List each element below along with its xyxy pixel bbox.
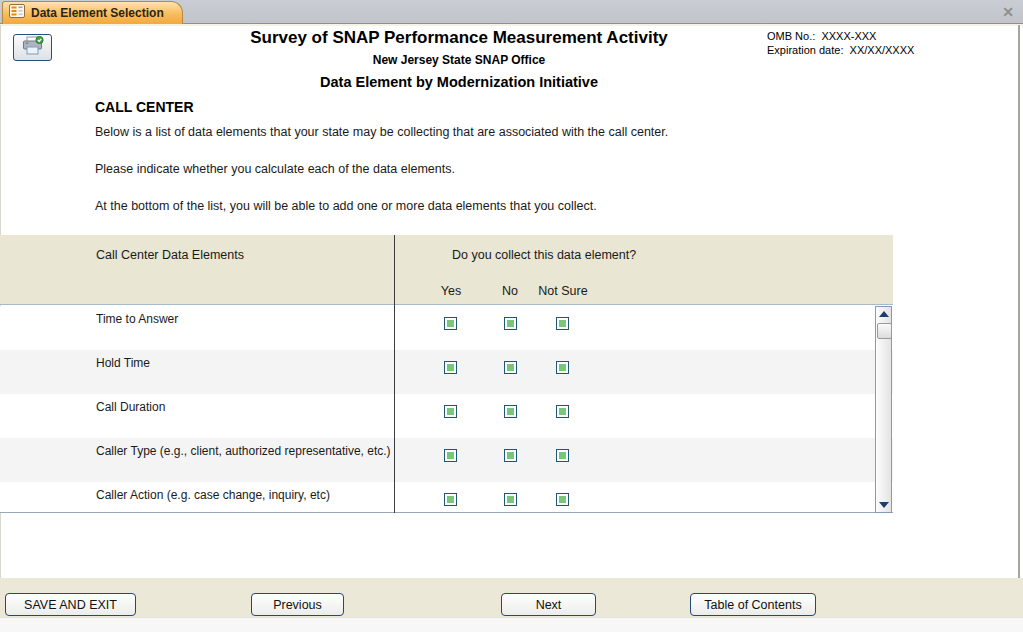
checkbox-fill (447, 320, 454, 327)
previous-button[interactable]: Previous (251, 593, 344, 616)
option-label-not-sure: Not Sure (530, 284, 596, 298)
table-header: Call Center Data Elements Do you collect… (0, 235, 893, 305)
checkbox-fill (447, 452, 454, 459)
option-label-no: No (490, 284, 530, 298)
column-header-elements: Call Center Data Elements (96, 248, 244, 262)
checkbox-no[interactable] (504, 405, 517, 418)
table-row: Hold Time (0, 350, 893, 394)
checkbox-yes[interactable] (444, 317, 457, 330)
instruction-paragraph: Please indicate whether you calculate ea… (95, 161, 710, 178)
tab-bar: Data Element Selection ✕ (0, 0, 1023, 24)
instructions-block: CALL CENTER Below is a list of data elem… (95, 99, 710, 235)
window-right-edge (1018, 25, 1020, 632)
button-bar: SAVE AND EXIT Previous Next Table of Con… (0, 578, 1023, 617)
checkbox-not-sure[interactable] (556, 405, 569, 418)
form-icon (9, 4, 25, 22)
checkbox-yes[interactable] (444, 493, 457, 506)
scroll-up-icon[interactable] (879, 311, 889, 317)
tab-data-element-selection[interactable]: Data Element Selection (2, 1, 183, 24)
omb-number-line: OMB No.: XXXX-XXX (767, 29, 914, 43)
expiration-line: Expiration date: XX/XX/XXXX (767, 43, 914, 57)
checkbox-not-sure[interactable] (556, 317, 569, 330)
data-element-label: Call Duration (96, 400, 165, 414)
checkbox-fill (559, 320, 566, 327)
checkbox-fill (447, 496, 454, 503)
checkbox-fill (447, 364, 454, 371)
checkbox-not-sure[interactable] (556, 361, 569, 374)
scrollbar-thumb[interactable] (877, 323, 892, 339)
checkbox-fill (559, 408, 566, 415)
option-label-yes: Yes (430, 284, 472, 298)
scroll-down-icon[interactable] (879, 502, 889, 508)
data-element-label: Time to Answer (96, 312, 178, 326)
table-row: Call Duration (0, 394, 893, 438)
checkbox-fill (559, 496, 566, 503)
table-row: Time to Answer (0, 306, 893, 350)
data-element-label: Caller Type (e.g., client, authorized re… (96, 444, 391, 458)
table-row: Caller Action (e.g. case change, inquiry… (0, 482, 893, 513)
data-element-label: Hold Time (96, 356, 150, 370)
save-and-exit-button[interactable]: SAVE AND EXIT (5, 593, 136, 616)
checkbox-fill (507, 320, 514, 327)
column-header-question: Do you collect this data element? (452, 248, 636, 262)
section-heading: CALL CENTER (95, 99, 710, 115)
next-button[interactable]: Next (501, 593, 596, 616)
checkbox-fill (447, 408, 454, 415)
checkbox-not-sure[interactable] (556, 493, 569, 506)
checkbox-fill (559, 364, 566, 371)
instruction-paragraph: Below is a list of data elements that yo… (95, 124, 710, 141)
checkbox-not-sure[interactable] (556, 449, 569, 462)
close-icon[interactable]: ✕ (999, 3, 1017, 21)
table-scrollbar[interactable] (875, 306, 892, 513)
status-strip (0, 617, 1023, 632)
checkbox-fill (559, 452, 566, 459)
checkbox-yes[interactable] (444, 361, 457, 374)
data-elements-table: Call Center Data Elements Do you collect… (0, 235, 893, 513)
instruction-paragraph: At the bottom of the list, you will be a… (95, 198, 710, 215)
tab-label: Data Element Selection (31, 6, 164, 20)
checkbox-fill (507, 408, 514, 415)
checkbox-fill (507, 496, 514, 503)
checkbox-no[interactable] (504, 449, 517, 462)
page-title: Data Element by Modernization Initiative (0, 74, 918, 90)
checkbox-yes[interactable] (444, 405, 457, 418)
table-body: Time to Answer Hold Time Call Duration C… (0, 306, 893, 513)
checkbox-yes[interactable] (444, 449, 457, 462)
checkbox-no[interactable] (504, 317, 517, 330)
data-element-label: Caller Action (e.g. case change, inquiry… (96, 488, 330, 502)
table-of-contents-button[interactable]: Table of Contents (690, 593, 816, 616)
application-window: Data Element Selection ✕ Survey of SNAP … (0, 0, 1023, 632)
checkbox-fill (507, 364, 514, 371)
table-row: Caller Type (e.g., client, authorized re… (0, 438, 893, 482)
column-divider (394, 235, 395, 513)
checkbox-no[interactable] (504, 493, 517, 506)
divider (0, 24, 1023, 26)
omb-info: OMB No.: XXXX-XXX Expiration date: XX/XX… (767, 29, 914, 57)
checkbox-no[interactable] (504, 361, 517, 374)
checkbox-fill (507, 452, 514, 459)
